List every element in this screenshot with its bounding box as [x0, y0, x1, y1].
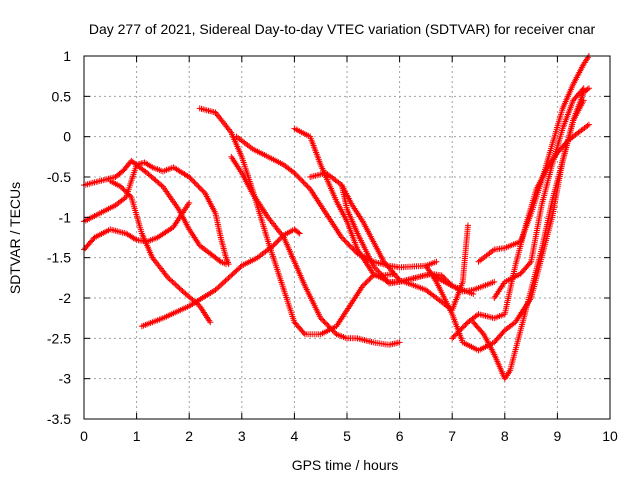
y-tick-label: -3.5: [47, 411, 71, 427]
series-point-markers: [107, 178, 214, 326]
series-point-markers: [449, 121, 592, 342]
series-arc-15: [475, 53, 592, 265]
x-tick-label: 1: [133, 428, 141, 444]
y-tick-label: 0.5: [52, 88, 72, 104]
y-tick-labels: -3.5 -3 -2.5 -2 -1.5 -1 -0.5 0 0.5 1: [47, 48, 71, 427]
x-tick-label: 4: [291, 428, 299, 444]
series-trace: [229, 155, 401, 348]
series-arc-4: [107, 178, 214, 326]
series-trace: [308, 170, 475, 297]
grid-lines: [84, 56, 610, 419]
x-tick-label: 3: [238, 428, 246, 444]
x-tick-label: 7: [448, 428, 456, 444]
y-tick-label: -1.5: [47, 250, 71, 266]
series-trace: [471, 99, 586, 381]
series-arc-13: [470, 97, 587, 382]
series-arc-8: [228, 153, 403, 348]
x-axis-label: GPS time / hours: [292, 457, 399, 473]
y-tick-label: -1: [59, 209, 72, 225]
series-point-markers: [196, 105, 398, 338]
series-point-markers: [307, 169, 477, 297]
x-tick-label: 6: [396, 428, 404, 444]
series-arc-14: [449, 121, 592, 342]
series-arc-11: [338, 182, 471, 314]
x-tick-label: 9: [554, 428, 562, 444]
series-arc-10: [307, 169, 477, 297]
y-tick-label: -0.5: [47, 169, 71, 185]
y-tick-label: -3: [59, 371, 72, 387]
chart-title: Day 277 of 2021, Sidereal Day-to-day VTE…: [89, 21, 596, 37]
series-arc-16: [491, 85, 587, 301]
data-series: [81, 53, 592, 382]
series-arc-6: [196, 105, 398, 338]
series-trace: [477, 54, 591, 264]
y-tick-label: -2.5: [47, 330, 71, 346]
series-trace: [235, 134, 438, 271]
series-trace: [450, 122, 591, 340]
x-tick-label: 8: [501, 428, 509, 444]
y-tick-label: 0: [63, 129, 71, 145]
x-tick-label: 5: [343, 428, 351, 444]
series-trace: [492, 86, 586, 300]
x-tick-label: 0: [80, 428, 88, 444]
y-tick-label: -2: [59, 290, 72, 306]
series-arc-2: [81, 159, 232, 268]
y-axis-label: SDTVAR / TECUs: [7, 182, 23, 294]
x-tick-label: 2: [185, 428, 193, 444]
x-tick-labels: 0 1 2 3 4 5 6 7 8 9 10: [80, 428, 618, 444]
series-trace: [109, 179, 213, 324]
axis-ticks: [83, 55, 611, 420]
series-trace: [339, 183, 471, 312]
x-tick-label: 10: [602, 428, 618, 444]
series-trace: [198, 105, 396, 338]
y-tick-label: 1: [63, 48, 71, 64]
